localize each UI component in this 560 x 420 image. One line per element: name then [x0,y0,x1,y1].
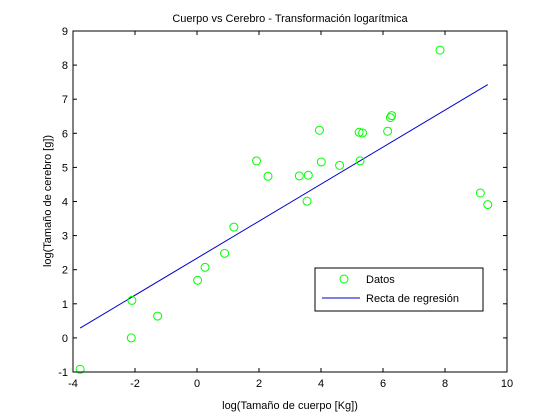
data-point [314,125,324,135]
data-point [354,127,364,137]
y-tick-label: 9 [62,26,68,38]
data-point [153,311,163,321]
x-tick-label: -2 [130,378,140,390]
x-tick-label: 0 [194,378,200,390]
data-point [383,126,393,136]
data-point [193,275,203,285]
regression-line-group [79,84,489,329]
data-point [335,160,345,170]
y-tick-label: 2 [62,265,68,277]
chart-title: Cuerpo vs Cerebro - Transformación logar… [172,13,408,25]
regression-line [79,84,489,329]
data-point [252,156,262,166]
data-point [220,248,230,258]
y-tick-label: 0 [62,333,68,345]
x-tick-label: 2 [256,378,262,390]
y-axis-ticks: -1 0 1 2 3 4 5 6 7 8 9 [58,26,507,379]
y-tick-label: -1 [58,367,68,379]
y-tick-label: 5 [62,162,68,174]
data-point [387,111,397,121]
data-point [358,128,368,138]
data-point [75,364,85,374]
x-axis-ticks: -4 -2 0 2 4 6 8 10 [68,31,513,390]
x-tick-label: 6 [380,378,386,390]
data-point [127,295,137,305]
x-axis-label: log(Tamaño de cuerpo [Kg]) [222,400,358,412]
x-tick-label: 8 [442,378,448,390]
data-point [263,171,273,181]
y-tick-label: 8 [62,60,68,72]
data-point [294,171,304,181]
legend: Datos Recta de regresión [314,267,484,312]
y-tick-label: 7 [62,94,68,106]
data-point [435,45,445,55]
data-point [303,170,313,180]
y-tick-label: 4 [62,197,68,209]
data-point [355,156,365,166]
y-tick-label: 1 [62,299,68,311]
y-tick-label: 3 [62,231,68,243]
x-tick-label: -4 [68,378,78,390]
legend-marker-datos [339,274,349,284]
legend-label-regresion: Recta de regresión [366,293,459,305]
data-point [302,196,312,206]
x-tick-label: 4 [318,378,324,390]
y-tick-label: 6 [62,128,68,140]
data-point [385,113,395,123]
data-point [316,157,326,167]
data-point [483,200,493,210]
y-axis-label: log(Tamaño de cerebro [g]) [42,135,54,267]
data-point [200,262,210,272]
plot-background [73,31,507,372]
data-point [126,333,136,343]
data-point [475,188,485,198]
x-tick-label: 10 [501,378,513,390]
legend-label-datos: Datos [366,274,395,286]
scatter-points-group [75,45,493,374]
data-point [229,222,239,232]
